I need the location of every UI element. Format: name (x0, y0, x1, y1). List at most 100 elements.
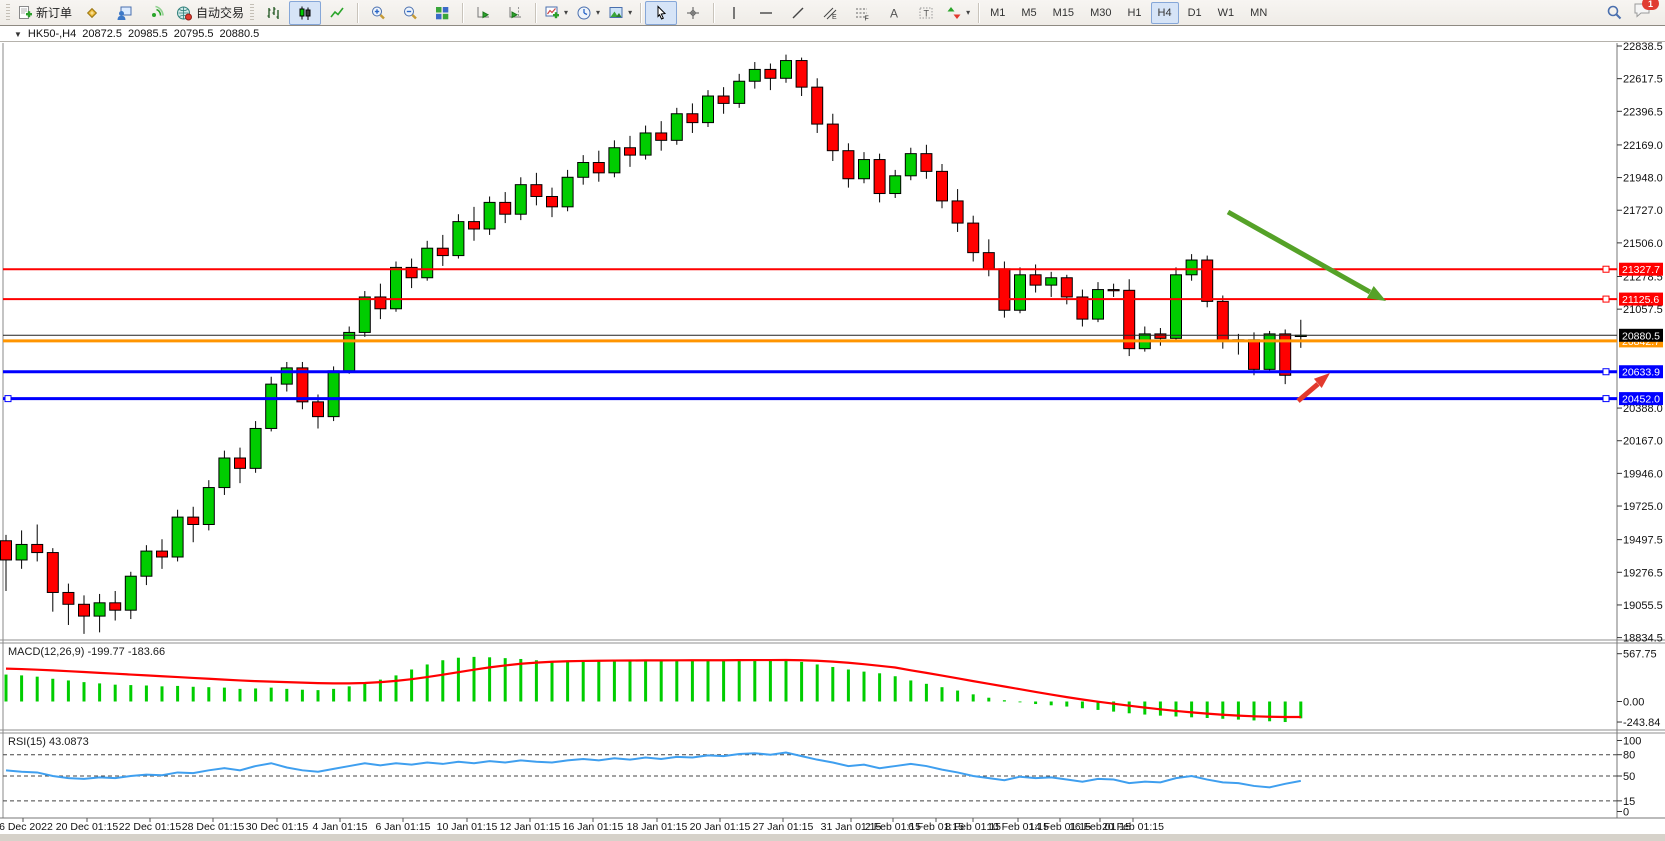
bear-candle (936, 170, 948, 202)
downtrend-arrow-head[interactable] (1366, 286, 1386, 301)
market-watch-button[interactable] (76, 1, 108, 25)
crosshair-tool-button[interactable] (677, 1, 709, 25)
bull-candle (140, 550, 153, 577)
timeframe-button-h4[interactable]: H4 (1150, 1, 1179, 24)
timeframe-button-m15[interactable]: M15 (1052, 6, 1075, 19)
crosshair-icon (687, 6, 700, 19)
new-chart-icon (545, 6, 560, 18)
auto-scroll-icon (477, 6, 490, 18)
bear-candle (31, 543, 44, 554)
price-line-label-text: 20880.5 (1622, 330, 1660, 342)
price-tick-label: 22396.5 (1623, 106, 1663, 118)
bull-candle (748, 68, 761, 82)
price-line-label (1619, 365, 1663, 379)
time-tick-label: 12 Jan 01:15 (500, 821, 561, 833)
chart-caption-bar[interactable]: ▼ HK50-,H4 20872.5 20985.5 20795.5 20880… (0, 27, 1665, 42)
bounce-arrow[interactable] (1296, 382, 1320, 403)
bear-candle (109, 602, 122, 611)
bear-candle (1248, 339, 1260, 370)
new-chart-button[interactable]: ▾ (540, 1, 572, 25)
chart-shift-button[interactable] (499, 1, 531, 25)
templates-button[interactable]: ▾ (604, 1, 636, 25)
bear-candle (405, 266, 418, 279)
timeframe-button-d1[interactable]: D1 (1187, 6, 1202, 19)
time-tick-label: 20 Jan 01:15 (690, 821, 751, 833)
toolbar-separator (978, 2, 980, 23)
toolbar-right-group: 1 (1606, 0, 1661, 23)
bear-candle (1076, 296, 1089, 320)
bear-candle (78, 603, 90, 617)
bull-candle (904, 153, 917, 177)
caption-collapse-icon[interactable]: ▼ (14, 29, 22, 39)
bear-candle (842, 150, 855, 180)
timeframe-button-m30[interactable]: M30 (1090, 6, 1112, 19)
time-tick-label: 8 Feb 01:15 (945, 821, 1001, 833)
bull-candle (249, 427, 262, 469)
tile-windows-button[interactable] (426, 1, 458, 25)
resistance-1-handle[interactable] (1602, 265, 1610, 273)
rsi-tick-label: 50 (1623, 771, 1635, 783)
timeframe-button-m1[interactable]: M1 (990, 6, 1006, 19)
arrows-tool-button[interactable]: ▾ (942, 1, 974, 25)
support-1-handle[interactable] (1602, 368, 1610, 376)
svg-text:T: T (924, 8, 930, 18)
line-chart-icon (330, 7, 344, 17)
fibonacci-tool-button[interactable]: F (846, 1, 878, 25)
bounce-arrow-head[interactable] (1313, 373, 1330, 388)
chevron-down-icon: ▾ (628, 8, 633, 17)
price-tick-label: 19497.5 (1623, 535, 1663, 547)
chart-type-candles-button[interactable] (289, 0, 322, 25)
chart-type-bars-button[interactable] (257, 1, 289, 25)
bear-candle (686, 113, 699, 124)
timeframe-button-w1[interactable]: W1 (1217, 6, 1235, 19)
fibonacci-icon: F (856, 8, 869, 21)
vertical-line-icon (733, 6, 735, 19)
support-2-handle[interactable] (4, 395, 12, 403)
bear-candle (156, 550, 168, 558)
text-tool-button[interactable]: A (878, 1, 910, 25)
price-line-label-text: 21125.6 (1622, 294, 1659, 306)
toolbar-grip[interactable] (6, 3, 10, 22)
support-2-handle[interactable] (1602, 395, 1610, 403)
bull-candle (1045, 277, 1058, 286)
timeframe-button-h1[interactable]: H1 (1127, 6, 1142, 19)
search-icon[interactable] (1606, 4, 1623, 21)
ohlc-open: 20872.5 (82, 28, 122, 40)
new-order-button[interactable]: 新订单 (13, 1, 76, 25)
bull-candle (780, 60, 792, 79)
bear-candle (62, 591, 75, 605)
trendline-tool-button[interactable] (782, 1, 814, 25)
zoom-in-button[interactable] (362, 1, 394, 25)
vertical-line-tool-button[interactable] (718, 1, 750, 25)
terminal-window-button[interactable] (108, 1, 140, 25)
toolbar-separator (640, 2, 642, 23)
toolbar-grip[interactable] (250, 3, 255, 22)
notifications-button[interactable]: 1 (1633, 0, 1659, 23)
bear-candle (1279, 333, 1292, 376)
bar-chart-icon (267, 6, 279, 19)
timeframe-button-mn[interactable]: MN (1250, 6, 1268, 19)
rsi-tick-label: 15 (1623, 796, 1635, 808)
timeframe-button-m5[interactable]: M5 (1021, 6, 1037, 19)
autotrade-icon (177, 6, 193, 20)
cursor-tool-button[interactable] (645, 0, 678, 25)
time-tick-label: 2 Feb 01:15 (865, 821, 921, 833)
channel-tool-button[interactable]: E (814, 1, 846, 25)
price-line-label-text: 21327.7 (1622, 264, 1660, 276)
downtrend-arrow[interactable] (1226, 209, 1372, 295)
resistance-2-handle[interactable] (1602, 295, 1610, 303)
autotrade-button[interactable]: 自动交易 (172, 1, 248, 25)
chart-type-line-button[interactable] (321, 1, 353, 25)
bear-candle (546, 195, 558, 208)
bull-candle (421, 247, 434, 279)
periods-button[interactable]: ▾ (572, 1, 604, 25)
signals-button[interactable] (140, 1, 172, 25)
label-tool-button[interactable]: T (910, 1, 942, 25)
horizontal-line-tool-button[interactable] (750, 1, 782, 25)
bull-candle (670, 113, 683, 141)
macd-tick-label: 0.00 (1623, 697, 1644, 709)
auto-scroll-button[interactable] (467, 1, 499, 25)
zoom-out-button[interactable] (394, 1, 426, 25)
trendline-icon (792, 7, 804, 18)
